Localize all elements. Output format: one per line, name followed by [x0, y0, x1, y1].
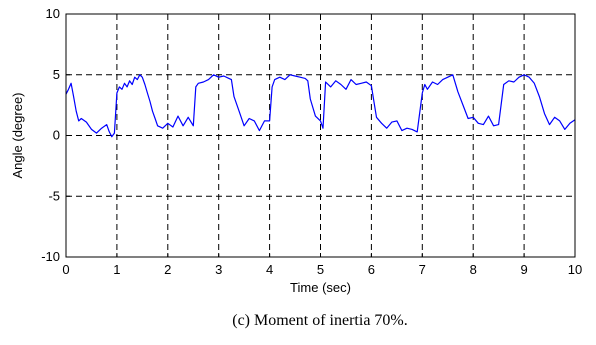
x-tick-label: 5 — [317, 262, 324, 277]
x-tick-label: 3 — [215, 262, 222, 277]
x-tick-label: 4 — [266, 262, 273, 277]
figure-caption: (c) Moment of inertia 70%. — [232, 312, 408, 329]
x-tick-label: 2 — [164, 262, 171, 277]
y-tick-label: -5 — [48, 188, 60, 203]
axis-ticks: 0 1 2 3 4 5 6 7 8 9 10 -10 -5 0 5 10 — [41, 6, 582, 277]
y-axis-label: Angle (degree) — [10, 93, 25, 179]
series-line-0 — [65, 74, 576, 138]
x-tick-label: 1 — [113, 262, 120, 277]
x-tick-label: 10 — [568, 262, 582, 277]
x-tick-label: 7 — [419, 262, 426, 277]
x-tick-label: 6 — [368, 262, 375, 277]
x-axis-label: Time (sec) — [290, 280, 351, 295]
y-tick-label: 0 — [53, 128, 60, 143]
x-tick-label: 8 — [470, 262, 477, 277]
y-tick-label: 10 — [46, 6, 60, 21]
x-tick-label: 0 — [62, 262, 69, 277]
x-tick-label: 9 — [520, 262, 527, 277]
y-tick-label: 5 — [53, 67, 60, 82]
y-tick-label: -10 — [41, 249, 60, 264]
series-layer — [65, 74, 576, 138]
grid — [66, 14, 575, 257]
